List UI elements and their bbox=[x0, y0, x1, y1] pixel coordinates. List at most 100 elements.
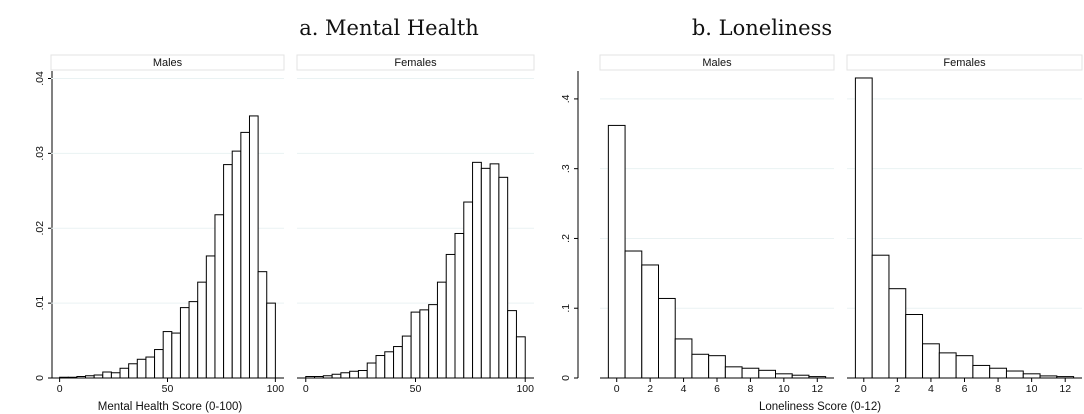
histogram-bar bbox=[145, 356, 156, 379]
histogram-bar bbox=[607, 124, 626, 379]
histogram-bar bbox=[445, 253, 456, 379]
histogram-bar bbox=[955, 355, 974, 379]
histogram-bar bbox=[154, 349, 164, 379]
histogram-bar bbox=[171, 332, 181, 379]
histogram-bar bbox=[102, 371, 112, 379]
x-tick-label: 100 bbox=[516, 383, 534, 395]
chart-title: b. Loneliness bbox=[692, 16, 832, 40]
histogram-bar bbox=[419, 309, 430, 379]
y-tick-label: .2 bbox=[560, 234, 572, 243]
x-tick-label: 8 bbox=[995, 383, 1001, 395]
histogram-bar bbox=[436, 281, 447, 379]
histogram-bar bbox=[340, 372, 351, 379]
histogram-bar bbox=[498, 176, 509, 379]
histogram-bar bbox=[658, 297, 676, 379]
y-tick-label: .1 bbox=[560, 304, 572, 313]
x-tick-label: 4 bbox=[681, 383, 687, 395]
histogram-bar bbox=[214, 214, 225, 379]
x-tick-label: 0 bbox=[614, 383, 620, 395]
y-tick-label: .4 bbox=[560, 94, 572, 103]
histogram-bar bbox=[905, 314, 924, 379]
panel-females: Females 0 2 4 6 8 10 12 bbox=[846, 54, 1083, 395]
y-tick-label: 0 bbox=[34, 375, 46, 381]
y-tick-label: 0 bbox=[560, 375, 572, 381]
histogram-bar bbox=[775, 373, 793, 379]
panel-females: Females 0 50 100 bbox=[296, 54, 535, 395]
histogram-bar bbox=[1005, 370, 1024, 379]
x-tick-label: 2 bbox=[894, 383, 900, 395]
histogram-bar bbox=[128, 363, 138, 379]
histogram-bar bbox=[162, 331, 173, 379]
histogram-bar bbox=[231, 150, 242, 379]
histogram-bar bbox=[266, 302, 276, 379]
x-tick-label: 4 bbox=[928, 383, 934, 395]
histogram-bar bbox=[375, 355, 386, 379]
histogram-bar bbox=[989, 367, 1007, 379]
histogram-bar bbox=[257, 271, 268, 379]
x-tick-label: 6 bbox=[714, 383, 720, 395]
y-tick-label: .3 bbox=[560, 164, 572, 173]
histogram-bar bbox=[922, 343, 940, 379]
histogram-bar bbox=[454, 232, 465, 379]
histogram-bar bbox=[393, 346, 403, 379]
histogram-bar bbox=[938, 352, 957, 379]
histogram-bar bbox=[119, 367, 130, 379]
histogram-bar bbox=[136, 358, 147, 379]
panel-strip-label: Males bbox=[153, 57, 183, 69]
histogram-bar bbox=[691, 353, 710, 379]
histogram-bar bbox=[741, 367, 760, 379]
histogram-bar bbox=[624, 250, 643, 379]
panel-strip bbox=[50, 54, 285, 71]
histogram-bar bbox=[331, 373, 342, 379]
histogram-bar bbox=[240, 131, 250, 379]
histogram-bar bbox=[349, 370, 359, 379]
panel-strip bbox=[846, 54, 1083, 71]
histogram-bar bbox=[854, 77, 873, 379]
histogram-bar bbox=[366, 362, 377, 379]
histogram-bar bbox=[410, 311, 421, 379]
histogram-bar bbox=[472, 161, 482, 379]
histogram-bar bbox=[641, 264, 659, 379]
x-tick-label: 0 bbox=[861, 383, 867, 395]
x-tick-label: 0 bbox=[303, 383, 309, 395]
histogram-bar bbox=[384, 351, 395, 379]
histogram-bar bbox=[972, 364, 991, 379]
y-tick-label: .02 bbox=[34, 221, 46, 236]
panel-strip bbox=[296, 54, 535, 71]
panel-males: Males 0 2 4 6 8 10 12 bbox=[599, 54, 835, 395]
panel-strip-label: Females bbox=[394, 57, 437, 69]
histogram-bar bbox=[489, 163, 500, 379]
histogram-bar bbox=[724, 366, 743, 379]
x-tick-label: 0 bbox=[57, 383, 63, 395]
histogram-bar bbox=[888, 288, 907, 379]
histogram-bar bbox=[463, 201, 474, 379]
x-tick-label: 12 bbox=[1059, 383, 1071, 395]
histogram-bar bbox=[188, 301, 199, 379]
histogram-bar bbox=[110, 372, 121, 379]
y-tick-label: .03 bbox=[34, 146, 46, 161]
x-tick-label: 50 bbox=[410, 383, 422, 395]
histogram-bar bbox=[758, 369, 776, 379]
histogram-bar bbox=[428, 304, 438, 379]
x-tick-label: 2 bbox=[647, 383, 653, 395]
x-tick-label: 8 bbox=[748, 383, 754, 395]
panel-strip-label: Males bbox=[702, 57, 732, 69]
chart-mental-health: a. Mental Health 0 .01 .02 .03 .04 Males 0 50 100… bbox=[34, 16, 535, 413]
histogram-bar bbox=[674, 338, 693, 379]
panel-strip-label: Females bbox=[943, 57, 986, 69]
x-tick-label: 100 bbox=[267, 383, 285, 395]
histogram-bar bbox=[401, 335, 412, 379]
histogram-bar bbox=[708, 355, 726, 379]
x-tick-label: 50 bbox=[162, 383, 174, 395]
x-tick-label: 6 bbox=[962, 383, 968, 395]
x-axis-title: Mental Health Score (0-100) bbox=[98, 401, 243, 413]
x-tick-label: 12 bbox=[811, 383, 823, 395]
x-axis-title: Loneliness Score (0-12) bbox=[759, 401, 881, 413]
histogram-bar bbox=[871, 254, 890, 379]
histogram-bar bbox=[507, 310, 517, 379]
panel-males: Males 0 50 100 bbox=[50, 54, 285, 395]
histogram-bar bbox=[205, 255, 216, 379]
panel-strip bbox=[599, 54, 835, 71]
